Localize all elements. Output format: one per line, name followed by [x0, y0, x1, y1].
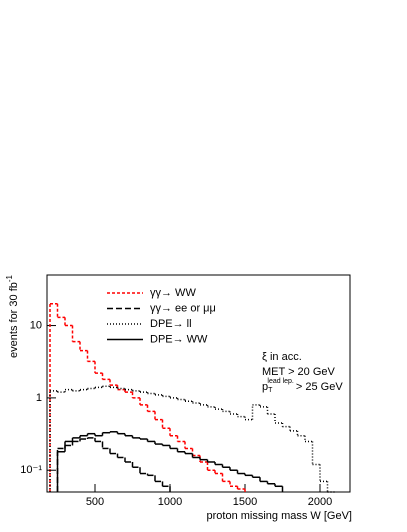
x-axis-label: proton missing mass W [GeV]: [207, 510, 353, 522]
legend-label: DPE→ ll: [150, 318, 192, 330]
y-axis-label-text: events for 30 fb: [8, 282, 20, 358]
annotation: ξ in acc.: [262, 351, 302, 363]
x-tick-label: 2000: [308, 496, 332, 508]
y-tick-label: 1: [36, 392, 42, 404]
y-tick-label: 10: [30, 319, 42, 331]
x-tick-label: 1000: [158, 496, 182, 508]
plot-frame: [46, 274, 351, 493]
pt-text: > 25 GeV: [296, 381, 343, 393]
y-axis-label-sup: -1: [5, 274, 14, 282]
annotation: MET > 20 GeV: [262, 366, 336, 378]
x-tick-label: 500: [86, 496, 104, 508]
legend-label: γγ→ ee or μμ: [150, 302, 216, 314]
legend-label: DPE→ WW: [150, 333, 208, 345]
y-tick-label: 10⁻¹: [20, 464, 42, 476]
legend-label: γγ→ WW: [150, 287, 196, 299]
annotation: pTlead lep. > 25 GeV: [262, 378, 343, 394]
pt-sub: T: [268, 387, 273, 394]
pt-sup: lead lep.: [267, 378, 294, 385]
pt-p: p: [262, 381, 268, 393]
y-axis-label: events for 30 fb-1: [5, 274, 20, 357]
x-tick-label: 1500: [233, 496, 257, 508]
